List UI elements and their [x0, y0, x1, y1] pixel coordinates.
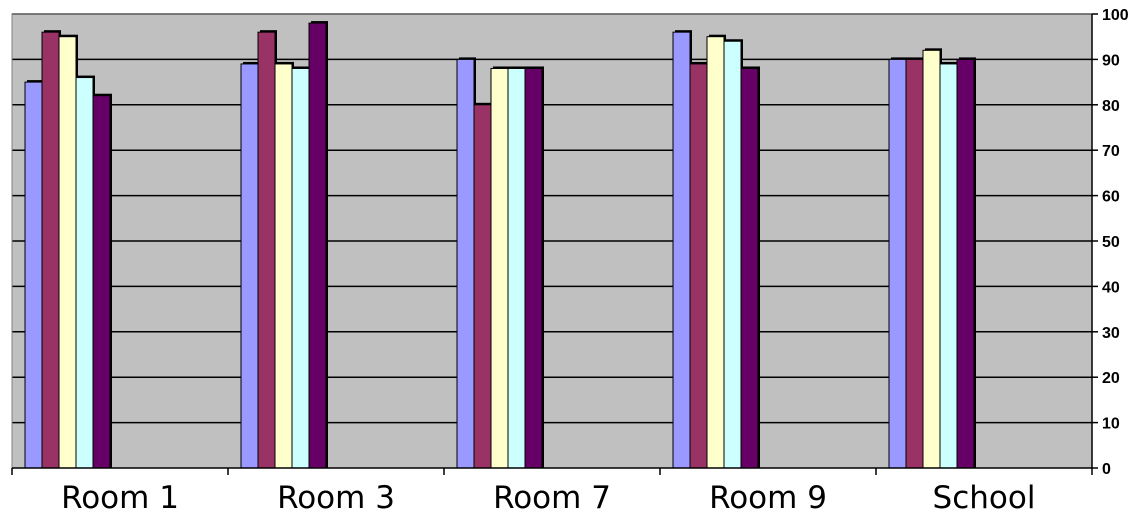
x-category-label: Room 1 [61, 480, 179, 516]
bar [922, 49, 941, 469]
x-category-label: School [933, 480, 1036, 516]
x-category-label: Room 3 [277, 480, 395, 516]
bar [524, 67, 543, 469]
bar [706, 36, 725, 469]
bar [257, 31, 276, 469]
bar [41, 31, 60, 469]
x-category-label: Room 9 [709, 480, 827, 516]
y-tick-label: 0 [1102, 461, 1111, 478]
y-tick-label: 40 [1102, 279, 1120, 296]
y-tick-label: 100 [1102, 7, 1129, 24]
bar [956, 58, 975, 469]
bar [456, 58, 475, 469]
bar [274, 63, 293, 469]
y-tick-label: 80 [1102, 98, 1120, 115]
bars [24, 21, 976, 469]
y-tick-label: 70 [1102, 143, 1120, 160]
bar [58, 36, 77, 469]
bar [888, 58, 907, 469]
bar [308, 22, 327, 469]
bar [740, 67, 759, 469]
y-tick-label: 20 [1102, 370, 1120, 387]
bar [939, 63, 958, 469]
bar [92, 95, 111, 469]
x-category-label: Room 7 [493, 480, 611, 516]
bar [490, 67, 509, 469]
y-tick-label: 10 [1102, 416, 1120, 433]
labels: 0 10 20 30 40 50 60 70 80 90 100 Room 1 Room 3 Room 7… [61, 7, 1129, 516]
y-tick-label: 50 [1102, 234, 1120, 251]
bar [723, 40, 742, 469]
bar [75, 77, 94, 469]
y-tick-label: 90 [1102, 52, 1120, 69]
bar [240, 63, 259, 469]
bar [24, 81, 43, 469]
axes [11, 13, 1098, 475]
bar [672, 31, 691, 469]
bar [473, 104, 492, 469]
bar [689, 63, 708, 469]
bar [507, 67, 526, 469]
bar [905, 58, 924, 469]
y-tick-label: 30 [1102, 325, 1120, 342]
bar [291, 67, 310, 469]
y-tick-label: 60 [1102, 189, 1120, 206]
